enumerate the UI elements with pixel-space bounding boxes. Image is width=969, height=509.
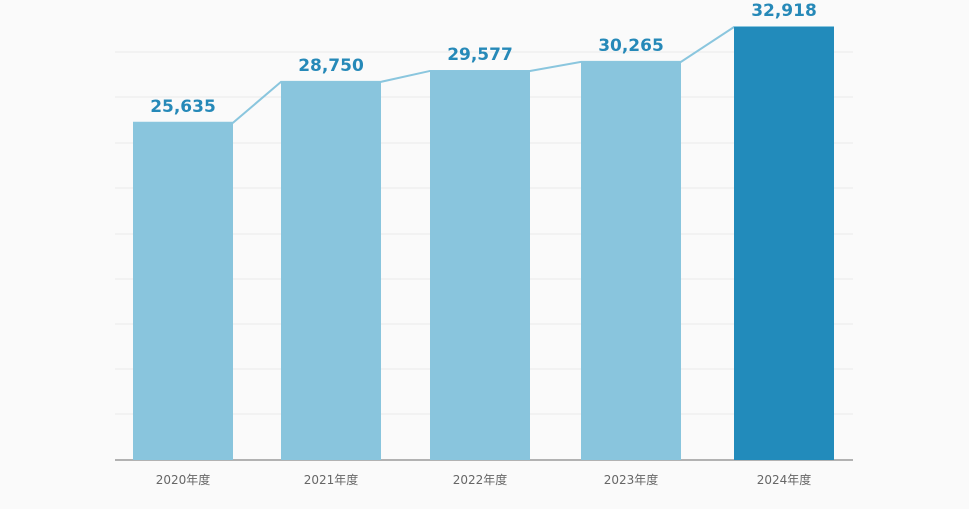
x-tick-label: 2022年度 bbox=[453, 472, 508, 487]
bar-layer bbox=[133, 27, 834, 461]
x-tick-label: 2024年度 bbox=[757, 472, 812, 487]
value-label: 29,577 bbox=[447, 45, 513, 65]
bar-2024年度 bbox=[734, 27, 834, 460]
value-label: 28,750 bbox=[298, 56, 364, 76]
bar-2020年度 bbox=[133, 122, 233, 460]
bar-2021年度 bbox=[281, 81, 381, 461]
x-tick-label: 2020年度 bbox=[156, 472, 211, 487]
bar-2022年度 bbox=[430, 70, 530, 460]
value-label: 32,918 bbox=[751, 1, 817, 21]
x-tick-label: 2023年度 bbox=[604, 472, 659, 487]
value-label-layer: 25,635 28,750 29,577 30,265 32,918 bbox=[150, 1, 817, 117]
value-label: 30,265 bbox=[598, 36, 664, 56]
tick-label-layer: 2020年度 2021年度 2022年度 2023年度 2024年度 bbox=[156, 472, 812, 487]
x-tick-label: 2021年度 bbox=[304, 472, 359, 487]
bar-2023年度 bbox=[581, 61, 681, 461]
value-label: 25,635 bbox=[150, 97, 216, 117]
